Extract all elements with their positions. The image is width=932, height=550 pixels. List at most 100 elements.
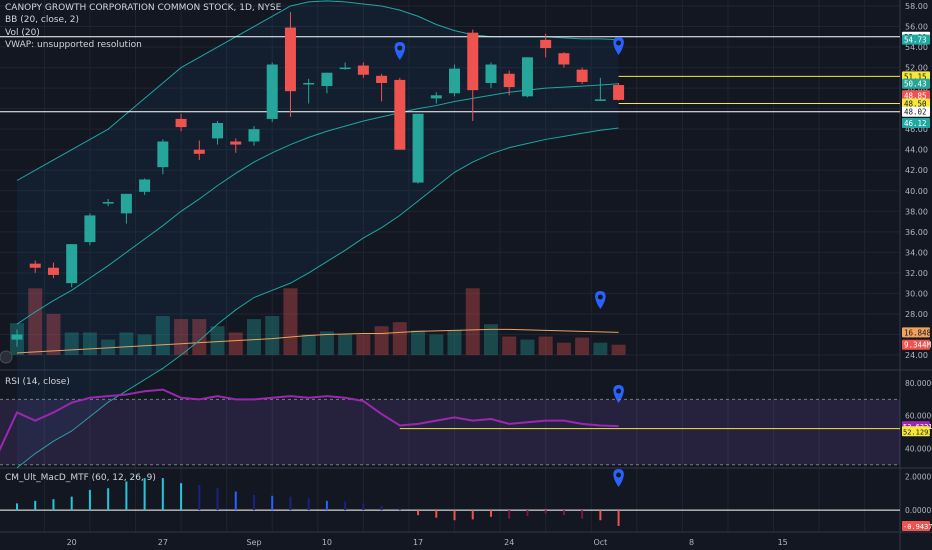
candle[interactable] — [467, 29, 479, 121]
macd-bar — [216, 488, 219, 511]
candle[interactable] — [47, 262, 59, 279]
candle[interactable] — [540, 33, 552, 58]
candle[interactable] — [449, 64, 461, 97]
candle[interactable] — [303, 78, 315, 104]
candle-body — [467, 32, 479, 91]
candle-body — [175, 118, 187, 128]
candle[interactable] — [376, 73, 388, 102]
event-marker-icon[interactable] — [613, 37, 624, 55]
macd-panel[interactable] — [0, 478, 900, 526]
candle[interactable] — [175, 113, 187, 132]
event-marker-icon[interactable] — [613, 385, 624, 403]
event-marker-icon[interactable] — [595, 291, 606, 309]
candlesticks[interactable] — [11, 12, 625, 347]
macd-bar — [453, 510, 456, 521]
price-tick-label: 24.00 — [905, 351, 928, 360]
candle[interactable] — [485, 62, 497, 89]
price-tick-label: 36.00 — [905, 228, 928, 237]
time-tick-label: Sep — [246, 538, 261, 547]
volume-bar — [447, 330, 462, 355]
candle[interactable] — [84, 213, 96, 246]
candle[interactable] — [412, 113, 424, 184]
price-tick-label: 54.00 — [905, 43, 928, 52]
candle[interactable] — [357, 62, 369, 78]
price-tag-label: 48.50 — [904, 100, 927, 109]
marker-pin — [613, 469, 624, 487]
candle[interactable] — [284, 12, 296, 117]
candle-body — [576, 69, 588, 82]
rsi-line — [0, 388, 619, 452]
event-marker-icon[interactable] — [394, 42, 406, 60]
horizontal-lines[interactable] — [0, 36, 900, 113]
candle-body — [449, 68, 461, 94]
event-markers[interactable] — [394, 37, 624, 487]
candle[interactable] — [558, 52, 570, 68]
volume-bar — [301, 334, 316, 355]
volume-bar — [611, 344, 626, 355]
candle-body — [613, 85, 625, 100]
candle[interactable] — [430, 92, 442, 104]
volume-bar — [101, 339, 116, 355]
candle[interactable] — [120, 193, 132, 224]
candle[interactable] — [613, 82, 625, 101]
candle[interactable] — [321, 72, 333, 94]
candle[interactable] — [193, 140, 205, 160]
candle-body — [193, 149, 205, 154]
candle[interactable] — [594, 77, 606, 101]
volume-indicator-label[interactable]: Vol (20) — [5, 28, 40, 38]
rsi-label[interactable]: RSI (14, close) — [5, 377, 70, 387]
vwap-indicator-label[interactable]: VWAP: unsupported resolution — [5, 40, 142, 50]
price-tag-bg — [902, 106, 930, 117]
price-tick-label: 34.00 — [905, 248, 928, 257]
macd-bar — [125, 481, 128, 511]
candle[interactable] — [248, 126, 260, 146]
price-axis[interactable]: 58.0056.0054.0052.0050.0048.0046.0044.00… — [902, 2, 932, 531]
price-tick-label: 58.00 — [905, 2, 928, 11]
price-tick-label: 28.00 — [905, 310, 928, 319]
candle-body — [394, 79, 406, 150]
time-tick-label: 10 — [322, 538, 332, 547]
candle[interactable] — [66, 244, 78, 288]
marker-dot — [597, 294, 603, 300]
volume-bar — [119, 332, 134, 355]
macd-bar — [107, 488, 110, 511]
volume-bar — [502, 336, 517, 355]
bb-indicator-label[interactable]: BB (20, close, 2) — [5, 15, 80, 25]
time-tick-label: 15 — [778, 538, 788, 547]
price-tag-label: 48.85 — [904, 91, 927, 100]
time-axis[interactable]: 20 27 Sep 10 17 24 Oct 8 15 — [0, 350, 788, 547]
candle[interactable] — [29, 260, 41, 273]
macd-label[interactable]: CM_Ult_MacD_MTF (60, 12, 26, 9) — [5, 473, 156, 483]
candle[interactable] — [503, 70, 515, 96]
candle[interactable] — [139, 178, 151, 195]
volume-bar — [283, 288, 298, 355]
volume-bars — [10, 288, 626, 355]
price-tag-label: 51.15 — [904, 72, 927, 81]
price-tag-label: 16.848M — [904, 328, 932, 337]
candle-body — [430, 95, 442, 99]
price-tag-bg — [902, 98, 930, 109]
macd-tag-bg — [902, 520, 930, 531]
candle[interactable] — [230, 138, 242, 153]
candle[interactable] — [339, 62, 351, 70]
candle[interactable] — [266, 62, 278, 122]
marker-dot — [616, 40, 622, 46]
candle[interactable] — [157, 139, 169, 175]
event-marker-icon[interactable] — [613, 469, 624, 487]
candle[interactable] — [576, 67, 588, 85]
candle[interactable] — [11, 329, 23, 347]
candle-body — [485, 64, 497, 83]
rsi-panel[interactable] — [0, 388, 900, 466]
macd-bar — [271, 495, 274, 511]
candle-body — [139, 179, 151, 192]
candle[interactable] — [102, 198, 114, 207]
macd-bar — [581, 510, 584, 519]
macd-bar — [143, 478, 146, 511]
candle[interactable] — [212, 120, 224, 145]
volume-bar — [483, 324, 498, 355]
candle[interactable] — [521, 57, 533, 98]
price-tag-label: 54.73 — [904, 36, 927, 45]
candle[interactable] — [394, 77, 406, 150]
candle-body — [230, 141, 242, 145]
